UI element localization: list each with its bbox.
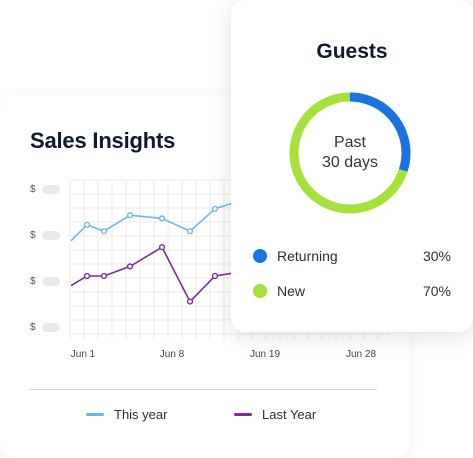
donut-center-label: Past 30 days bbox=[289, 92, 411, 214]
legend-label: Last Year bbox=[262, 407, 317, 422]
y-tick-label: $ bbox=[30, 229, 36, 241]
data-point bbox=[126, 263, 134, 270]
sales-insights-title: Sales Insights bbox=[30, 128, 176, 153]
y-tick-placeholder bbox=[42, 184, 60, 194]
legend-swatch bbox=[86, 413, 104, 416]
guests-row-label: Returning bbox=[277, 248, 338, 264]
data-point bbox=[100, 228, 108, 235]
donut-segment-returning bbox=[289, 92, 411, 214]
chart-series bbox=[70, 201, 236, 305]
guests-row-new: New 70% bbox=[253, 283, 451, 299]
y-tick-4: $ bbox=[30, 321, 60, 333]
legend-label: This year bbox=[114, 407, 168, 422]
data-point bbox=[186, 228, 194, 235]
guests-row-label: New bbox=[277, 283, 306, 299]
x-tick-label: Jun 19 bbox=[249, 349, 281, 360]
y-tick-placeholder bbox=[42, 230, 60, 240]
guests-card: Guests Past 30 days Returning 30% New 70… bbox=[231, 0, 473, 332]
y-tick-1: $ bbox=[30, 183, 60, 195]
legend-divider bbox=[30, 389, 377, 390]
x-tick-label: Jun 1 bbox=[70, 349, 96, 360]
x-tick-label: Jun 28 bbox=[345, 349, 377, 360]
y-tick-placeholder bbox=[42, 322, 60, 332]
guests-row-value: 70% bbox=[422, 283, 451, 299]
data-point bbox=[211, 205, 219, 212]
guests-row-value: 30% bbox=[422, 248, 451, 264]
legend-item-last-year: Last Year bbox=[234, 407, 316, 422]
returning-dot-icon bbox=[253, 249, 267, 263]
data-point bbox=[100, 272, 108, 280]
data-point bbox=[83, 221, 91, 228]
donut-center-line1: Past bbox=[333, 134, 366, 151]
y-tick-label: $ bbox=[30, 275, 36, 287]
y-tick-label: $ bbox=[30, 183, 36, 195]
y-tick-2: $ bbox=[30, 229, 60, 241]
guests-row-returning: Returning 30% bbox=[253, 248, 451, 264]
legend-item-this-year: This year bbox=[86, 407, 167, 422]
x-tick-label: Jun 8 bbox=[159, 349, 185, 360]
guests-donut-chart bbox=[289, 92, 411, 214]
y-tick-placeholder bbox=[42, 276, 60, 286]
data-point bbox=[158, 244, 166, 251]
guests-title: Guests bbox=[316, 40, 388, 63]
data-point bbox=[158, 215, 166, 222]
y-tick-3: $ bbox=[30, 275, 60, 287]
y-tick-label: $ bbox=[30, 321, 36, 333]
data-point bbox=[126, 212, 134, 219]
new-dot-icon bbox=[253, 284, 267, 298]
data-point bbox=[186, 298, 194, 305]
donut-center-line2: 30 days bbox=[321, 154, 379, 171]
legend-swatch bbox=[234, 413, 252, 416]
data-point bbox=[211, 272, 219, 280]
data-point bbox=[83, 272, 91, 280]
